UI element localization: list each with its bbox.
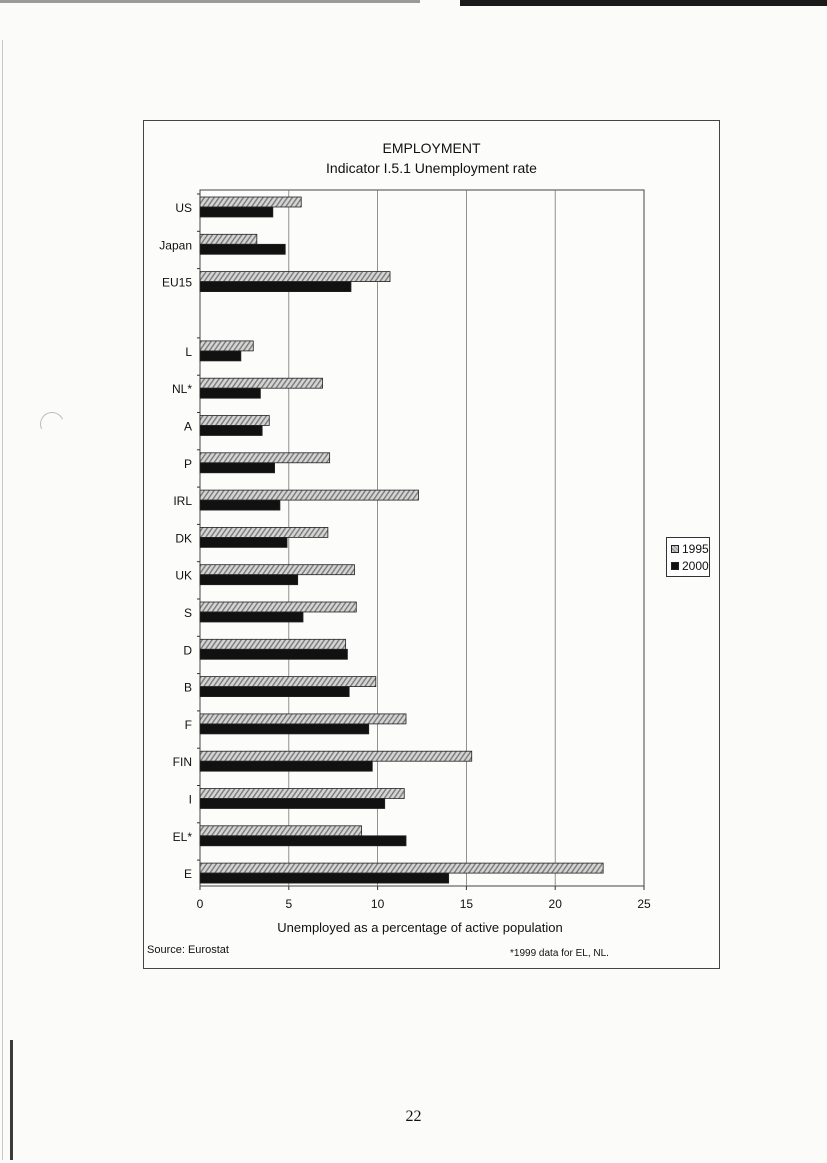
category-label-i: I (189, 793, 192, 807)
bar-e-1995 (199, 862, 604, 874)
bar-uk-2000 (199, 574, 299, 586)
bar-nl-2000 (199, 387, 261, 399)
category-label-nl: NL* (172, 382, 192, 396)
bar-l-2000 (199, 350, 242, 362)
category-label-japan: Japan (159, 238, 192, 252)
legend-label-2000: 2000 (682, 558, 709, 573)
category-label-a: A (184, 420, 192, 434)
x-tick-label-25: 25 (637, 897, 651, 911)
bar-eu15-2000 (199, 281, 352, 293)
bar-irl-2000 (199, 499, 281, 511)
category-label-us: US (175, 201, 192, 215)
bar-f-1995 (199, 713, 407, 725)
bar-i-2000 (199, 798, 386, 809)
bar-p-2000 (199, 462, 275, 474)
scan-edge-left (2, 40, 3, 1160)
category-label-irl: IRL (173, 494, 192, 508)
legend-label-1995: 1995 (682, 541, 709, 556)
category-label-fin: FIN (173, 755, 192, 769)
category-label-f: F (185, 718, 192, 732)
chart-title: EMPLOYMENT (382, 140, 481, 156)
legend-entry-1995: 1995 (671, 540, 709, 557)
bar-s-2000 (199, 611, 304, 623)
bar-d-1995 (199, 638, 347, 650)
category-label-dk: DK (175, 531, 192, 545)
x-tick-label-10: 10 (371, 897, 385, 911)
bar-uk-1995 (199, 564, 355, 576)
legend-entry-2000: 2000 (671, 557, 709, 574)
x-tick-label-15: 15 (460, 897, 474, 911)
x-axis-label: Unemployed as a percentage of active pop… (277, 920, 562, 935)
x-tick-label-0: 0 (197, 897, 204, 911)
bar-b-2000 (199, 686, 350, 697)
x-tick-label-20: 20 (549, 897, 563, 911)
bar-e-2000 (199, 872, 450, 884)
scan-edge-top-left (0, 0, 420, 3)
bar-p-1995 (199, 452, 331, 464)
x-tick-label-5: 5 (285, 897, 292, 911)
category-label-d: D (183, 643, 192, 657)
chart-legend: 1995 2000 (666, 537, 710, 577)
category-label-el: EL* (173, 830, 193, 844)
bar-s-1995 (199, 601, 357, 613)
bar-a-2000 (199, 425, 263, 436)
category-label-l: L (185, 345, 192, 359)
category-label-b: B (184, 681, 192, 695)
bar-i-1995 (199, 788, 405, 799)
category-label-eu15: EU15 (162, 276, 192, 290)
source-note: Source: Eurostat (147, 944, 229, 956)
category-label-uk: UK (175, 569, 192, 583)
bar-nl-1995 (199, 377, 323, 389)
bar-fin-2000 (199, 760, 373, 772)
bar-el-2000 (199, 835, 407, 847)
legend-swatch-1995 (671, 544, 679, 553)
bar-a-1995 (199, 415, 270, 426)
chart-subtitle: Indicator I.5.1 Unemployment rate (326, 160, 537, 176)
footnote: *1999 data for EL, NL. (510, 948, 609, 959)
page-number: 22 (405, 1108, 422, 1125)
bar-b-1995 (199, 676, 377, 687)
bar-d-2000 (199, 648, 348, 660)
bar-dk-1995 (199, 527, 329, 538)
category-label-s: S (184, 606, 192, 620)
bar-japan-1995 (199, 233, 258, 245)
bar-el-1995 (199, 825, 363, 837)
bar-fin-1995 (199, 750, 473, 762)
category-label-e: E (184, 867, 192, 881)
bar-eu15-1995 (199, 271, 391, 283)
legend-swatch-2000 (671, 561, 679, 570)
bar-irl-1995 (199, 489, 419, 501)
category-label-p: P (184, 457, 192, 471)
bar-japan-2000 (199, 243, 286, 255)
bar-l-1995 (199, 340, 254, 352)
bar-us-1995 (199, 196, 302, 208)
bar-f-2000 (199, 723, 370, 735)
scan-binding-mark (10, 1040, 13, 1160)
bar-dk-2000 (199, 537, 288, 548)
scan-edge-top-right (460, 0, 827, 6)
bar-us-2000 (199, 206, 274, 218)
